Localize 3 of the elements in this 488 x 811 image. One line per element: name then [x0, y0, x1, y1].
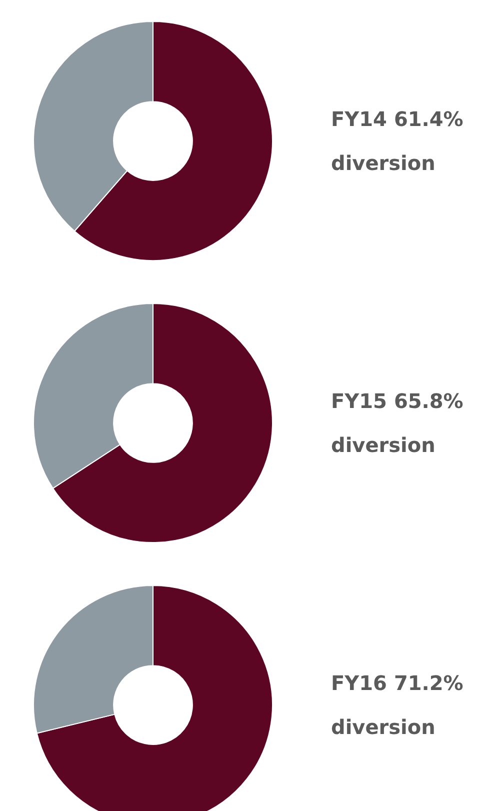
- text: FY15 65.8% diversion: [331, 388, 464, 459]
- text: FY16 71.2% diversion: [331, 670, 464, 741]
- text: FY14 61.4% diversion: [331, 106, 464, 177]
